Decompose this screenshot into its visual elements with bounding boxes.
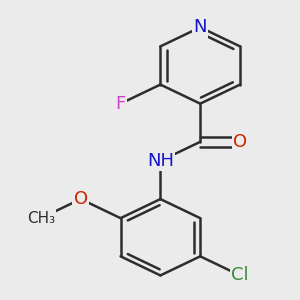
Text: N: N (194, 18, 207, 36)
Text: F: F (116, 95, 126, 113)
Text: O: O (74, 190, 88, 208)
Text: CH₃: CH₃ (27, 211, 55, 226)
Text: NH: NH (147, 152, 174, 170)
Text: Cl: Cl (231, 266, 249, 284)
Text: O: O (233, 133, 247, 151)
